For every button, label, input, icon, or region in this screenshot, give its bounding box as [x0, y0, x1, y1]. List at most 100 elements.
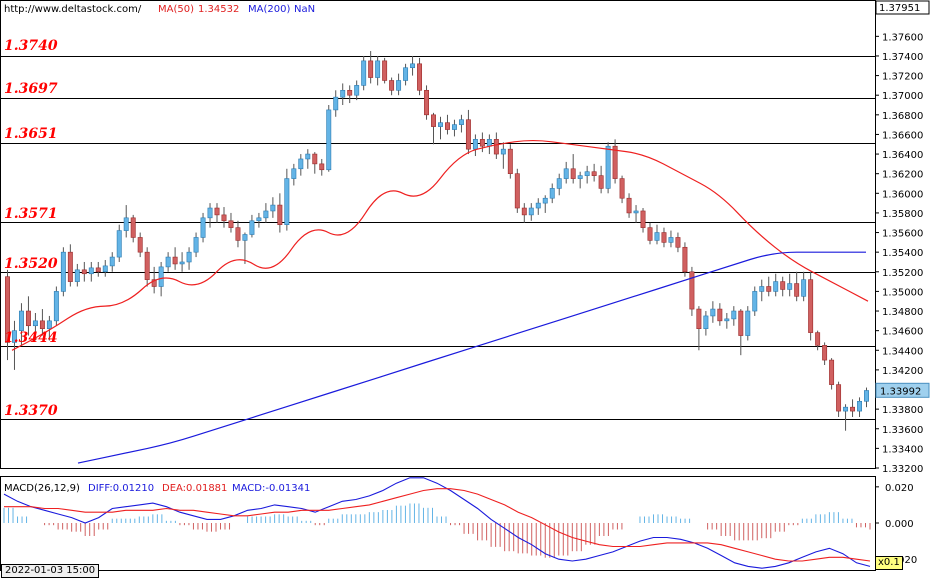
candle [53, 286, 59, 326]
candle [626, 193, 632, 218]
candle [95, 261, 101, 277]
candle [507, 144, 513, 179]
candle [298, 154, 304, 176]
candle [605, 142, 611, 194]
candle-body [675, 237, 681, 248]
candle-body [647, 227, 653, 241]
candle-body [249, 220, 255, 235]
candle [535, 198, 541, 215]
candle [703, 311, 709, 336]
candle-body [584, 171, 590, 176]
candle-body [451, 124, 457, 130]
candle-body [109, 256, 115, 267]
candle-body [32, 320, 38, 327]
price-tick-label: 1.35400 [882, 248, 923, 259]
candle [438, 116, 443, 140]
candle [431, 112, 436, 145]
candle [319, 158, 325, 176]
candle-body [486, 139, 492, 147]
candle-body [158, 266, 164, 287]
candle-body [703, 315, 709, 329]
candle-body [514, 173, 520, 209]
candle-body [465, 119, 471, 150]
candle-body [528, 207, 534, 216]
price-tick-label: 1.37200 [882, 72, 923, 83]
candle-body [389, 80, 395, 91]
candle-body [347, 89, 353, 96]
candle-body [410, 63, 416, 69]
candle-body [759, 286, 765, 292]
candle [123, 205, 129, 238]
candle-body [277, 204, 283, 225]
candle [689, 266, 695, 316]
candle-body [242, 234, 248, 241]
candle-body [752, 291, 758, 312]
candle-body [619, 178, 625, 199]
candle-body [235, 227, 241, 241]
candle-body [116, 230, 122, 258]
candle [801, 271, 807, 302]
candle-body [815, 332, 821, 346]
candle-body [424, 89, 429, 116]
price-tick-label: 1.33200 [882, 464, 923, 475]
candle-body [801, 279, 807, 297]
candle [235, 220, 241, 248]
candle [815, 330, 821, 351]
candle [500, 142, 506, 169]
current-price-box [875, 382, 930, 398]
candle [67, 244, 73, 287]
moving-averages [11, 139, 869, 464]
level-label-3: 1.3651 [4, 126, 58, 142]
candle [32, 312, 38, 341]
candle [570, 154, 576, 184]
price-tick-label: 1.37400 [882, 52, 923, 63]
candle [738, 309, 744, 356]
candle [850, 399, 856, 417]
candle [382, 57, 388, 84]
candle-body [396, 80, 402, 91]
candle-body [18, 310, 24, 331]
candle-body [39, 320, 45, 329]
candle [640, 208, 646, 233]
candle-body [361, 60, 367, 86]
candle [249, 214, 255, 238]
macd-diff-value: DIFF:0.01210 [88, 483, 155, 494]
candle-body [186, 251, 192, 263]
candle-body [766, 286, 772, 292]
candle [759, 279, 765, 302]
macd-hist-value: MACD:-0.01341 [232, 483, 311, 494]
candle-body [214, 207, 220, 216]
macd-dea-value: DEA:0.01881 [162, 483, 228, 494]
price-tick-label: 1.37600 [882, 32, 923, 43]
candle-body [130, 217, 136, 238]
candle [451, 119, 457, 137]
candle [675, 232, 681, 253]
candle-body [60, 251, 66, 292]
candle-body [228, 220, 234, 228]
candle-body [403, 67, 409, 81]
candle [326, 105, 332, 172]
candle-body [270, 204, 276, 212]
candle-body [438, 122, 443, 127]
candle [458, 114, 464, 133]
candle [74, 263, 80, 287]
candle [389, 77, 395, 96]
candle [822, 342, 828, 365]
site-url: http://www.deltastock.com/ [4, 4, 142, 15]
candle-body [319, 163, 325, 171]
candle [46, 315, 52, 341]
candle-body [263, 210, 269, 219]
candle [305, 149, 311, 169]
candle-body [74, 269, 80, 282]
price-tick-label: 1.35800 [882, 209, 923, 220]
candle [263, 203, 269, 223]
candle-body [745, 310, 751, 336]
candle [375, 55, 381, 86]
candle [354, 80, 360, 101]
candle [493, 132, 499, 159]
candle-body [829, 359, 835, 385]
zoom-indicator[interactable]: x0.1 [875, 556, 903, 570]
candle-body [689, 271, 695, 310]
ma50-value: 1.34532 [198, 4, 240, 15]
candle-body [808, 279, 814, 333]
